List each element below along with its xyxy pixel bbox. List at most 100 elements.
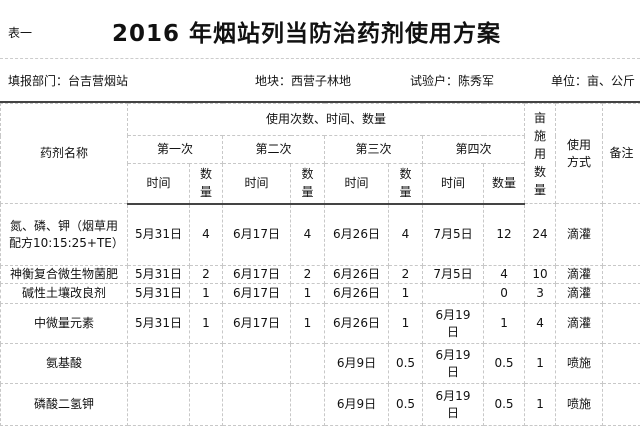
cell-q3: 0.5: [389, 344, 423, 384]
cell-name: 氮、磷、钾（烟草用配方10:15:25+TE）: [1, 204, 128, 266]
cell-q4: 0.5: [484, 344, 525, 384]
cell-t1: [128, 384, 190, 426]
header-round-3: 第三次: [325, 136, 423, 164]
dept: 填报部门：台吉营烟站: [8, 72, 128, 89]
header-time: 时间: [423, 164, 484, 204]
header-method: 使用方式: [556, 104, 603, 204]
header-round-1: 第一次: [128, 136, 223, 164]
cell-q1: 1: [190, 304, 223, 344]
cell-mu: 3: [525, 284, 556, 304]
cell-t3: 6月26日: [325, 204, 389, 266]
cell-name: 神衡复合微生物菌肥: [1, 266, 128, 284]
cell-t4: 6月19日: [423, 344, 484, 384]
farmer: 试验户：陈秀军: [410, 72, 494, 89]
cell-note: [603, 344, 640, 384]
header-name: 药剂名称: [1, 104, 128, 204]
cell-q2: 1: [291, 284, 325, 304]
page-title: 2016 年烟站列当防治药剂使用方案: [112, 14, 501, 48]
cell-t3: 6月26日: [325, 266, 389, 284]
cell-q2: 2: [291, 266, 325, 284]
cell-name: 中微量元素: [1, 304, 128, 344]
header-time: 时间: [223, 164, 291, 204]
header-qty: 数量: [291, 164, 325, 204]
cell-method: 滴灌: [556, 284, 603, 304]
header-qty: 数量: [484, 164, 525, 204]
cell-q4: 0: [484, 284, 525, 304]
cell-t2: 6月17日: [223, 266, 291, 284]
cell-mu: 4: [525, 304, 556, 344]
header-round-2: 第二次: [223, 136, 325, 164]
cell-q1: [190, 344, 223, 384]
cell-mu: 1: [525, 344, 556, 384]
cell-note: [603, 204, 640, 266]
cell-mu: 1: [525, 384, 556, 426]
cell-t2: [223, 344, 291, 384]
cell-t3: 6月9日: [325, 344, 389, 384]
usage-table: 药剂名称 使用次数、时间、数量 亩施用数量 使用方式 备注 第一次 第二次 第三…: [0, 103, 640, 426]
header-note: 备注: [603, 104, 640, 204]
cell-q2: [291, 384, 325, 426]
cell-t4: 6月19日: [423, 304, 484, 344]
header-usage: 使用次数、时间、数量: [128, 104, 525, 136]
cell-t3: 6月26日: [325, 284, 389, 304]
cell-q4: 0.5: [484, 384, 525, 426]
cell-q4: 4: [484, 266, 525, 284]
cell-q1: 2: [190, 266, 223, 284]
cell-note: [603, 304, 640, 344]
cell-method: 滴灌: [556, 204, 603, 266]
cell-note: [603, 266, 640, 284]
header-qty: 数量: [190, 164, 223, 204]
cell-t2: 6月17日: [223, 284, 291, 304]
cell-q4: 12: [484, 204, 525, 266]
cell-note: [603, 384, 640, 426]
cell-t3: 6月26日: [325, 304, 389, 344]
cell-q3: 2: [389, 266, 423, 284]
cell-t4: 7月5日: [423, 204, 484, 266]
cell-t1: 5月31日: [128, 284, 190, 304]
header-round-4: 第四次: [423, 136, 525, 164]
cell-mu: 10: [525, 266, 556, 284]
cell-name: 氨基酸: [1, 344, 128, 384]
cell-q1: 1: [190, 284, 223, 304]
cell-q4: 1: [484, 304, 525, 344]
cell-t1: 5月31日: [128, 204, 190, 266]
cell-q3: 0.5: [389, 384, 423, 426]
cell-q2: [291, 344, 325, 384]
header-time: 时间: [128, 164, 190, 204]
title-row: 表一 2016 年烟站列当防治药剂使用方案: [0, 0, 640, 58]
cell-q3: 4: [389, 204, 423, 266]
cell-t2: [223, 384, 291, 426]
cell-method: 喷施: [556, 344, 603, 384]
table-label: 表一: [8, 24, 32, 41]
cell-t3: 6月9日: [325, 384, 389, 426]
cell-q2: 4: [291, 204, 325, 266]
cell-mu: 24: [525, 204, 556, 266]
cell-name: 碱性土壤改良剂: [1, 284, 128, 304]
plot: 地块：西营子林地: [255, 72, 351, 89]
cell-t2: 6月17日: [223, 204, 291, 266]
cell-note: [603, 284, 640, 304]
cell-t1: [128, 344, 190, 384]
cell-t4: 7月5日: [423, 266, 484, 284]
cell-t2: 6月17日: [223, 304, 291, 344]
cell-method: 滴灌: [556, 304, 603, 344]
cell-q1: 4: [190, 204, 223, 266]
cell-method: 滴灌: [556, 266, 603, 284]
cell-name: 磷酸二氢钾: [1, 384, 128, 426]
cell-t4: [423, 284, 484, 304]
cell-q3: 1: [389, 284, 423, 304]
unit: 单位：亩、公斤: [551, 72, 635, 89]
info-row: 填报部门：台吉营烟站 地块：西营子林地 试验户：陈秀军 单位：亩、公斤: [0, 58, 640, 103]
header-qty: 数量: [389, 164, 423, 204]
cell-t4: 6月19日: [423, 384, 484, 426]
cell-q3: 1: [389, 304, 423, 344]
header-time: 时间: [325, 164, 389, 204]
header-per-mu: 亩施用数量: [525, 104, 556, 204]
cell-method: 喷施: [556, 384, 603, 426]
